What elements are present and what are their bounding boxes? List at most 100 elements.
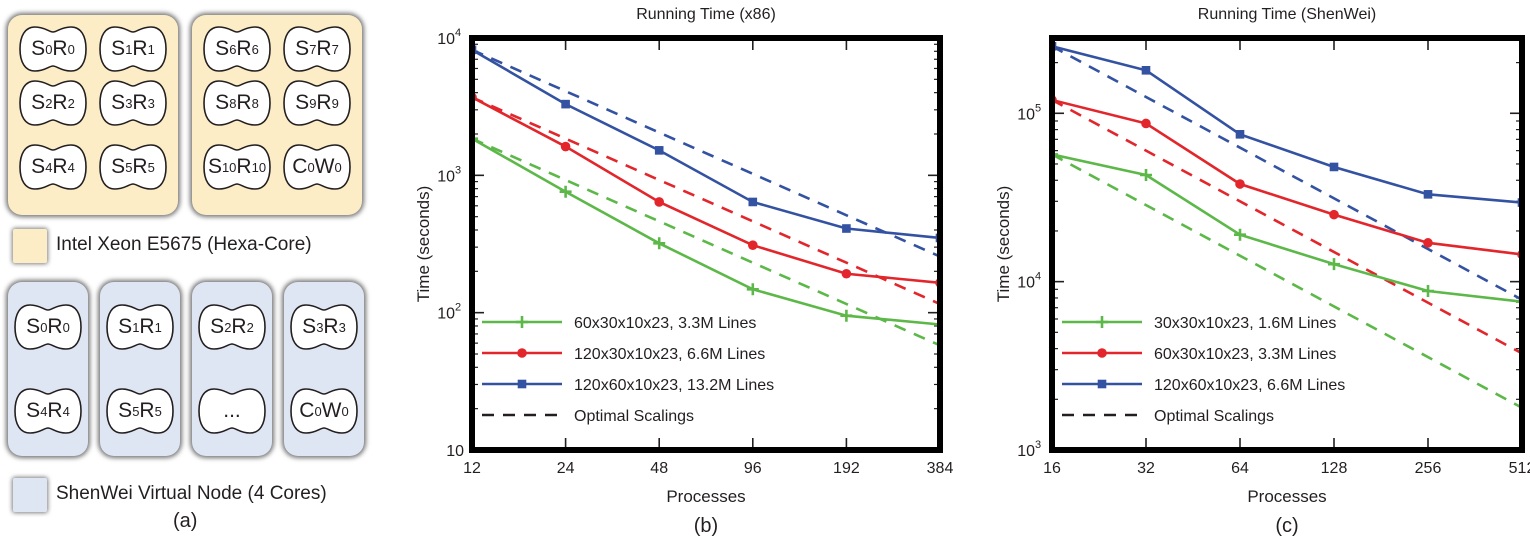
process-label-part: 3 <box>147 95 155 111</box>
process-label-part: 5 <box>154 403 162 419</box>
y-tick-base: 10 <box>437 306 455 323</box>
optimal-scaling-line <box>472 137 940 347</box>
legend-label-optimal: Optimal Scalings <box>574 408 694 425</box>
process-label-part: R <box>231 315 247 338</box>
process-label-part: R <box>316 91 332 114</box>
y-tick-label: 10 3 <box>1017 439 1041 460</box>
data-point <box>1329 162 1339 172</box>
process-label-part: S <box>295 37 310 60</box>
legend-marker <box>517 379 527 389</box>
chart-title: Running Time (ShenWei) <box>1198 6 1376 23</box>
y-tick-exponent: 3 <box>455 164 461 176</box>
y-tick-exponent: 3 <box>1035 439 1041 451</box>
process-label-part: S <box>111 37 126 60</box>
process-label-part: R <box>132 91 148 114</box>
process-label-part: S <box>215 37 230 60</box>
process-label-part: 8 <box>251 95 259 111</box>
y-tick-base: 10 <box>446 443 464 460</box>
y-tick-base: 10 <box>1017 106 1035 123</box>
process-label-part: R <box>52 37 68 60</box>
process-label-part: S <box>302 315 317 338</box>
data-point <box>842 224 851 233</box>
legend-label: 60x30x10x23, 3.3M Lines <box>574 315 756 332</box>
data-point <box>934 318 940 331</box>
x-tick-label: 384 <box>927 460 954 477</box>
optimal-scaling-line <box>472 96 940 306</box>
process-label-part: R <box>47 399 63 422</box>
process-label-part: 6 <box>229 41 237 57</box>
process-label-part: 3 <box>316 319 324 335</box>
process-label-part: S <box>31 155 46 178</box>
series-line <box>472 48 940 240</box>
process-label-part: 4 <box>40 403 48 419</box>
data-point <box>1234 228 1246 241</box>
legend-label: 30x30x10x23, 1.6M Lines <box>1154 315 1336 332</box>
x-axis-label: Processes <box>666 487 745 506</box>
process-label-part: 0 <box>314 403 322 419</box>
optimal-scaling-line <box>472 48 940 258</box>
process-label-part: 0 <box>341 403 349 419</box>
hardware-diagram: Intel Xeon E5675 (Hexa-Core) ShenWei Vir… <box>0 0 380 544</box>
process-label-part: 0 <box>40 319 48 335</box>
process-label-part: S <box>111 91 126 114</box>
process-label-part: 1 <box>147 41 155 57</box>
y-tick-base: 10 <box>437 31 455 48</box>
process-label-part: 0 <box>307 159 315 175</box>
process-label-part: R <box>139 399 155 422</box>
process-label-part: S <box>111 155 126 178</box>
data-point <box>748 197 758 207</box>
x-tick-label: 192 <box>833 460 860 477</box>
data-point <box>748 240 758 250</box>
legend-marker <box>1097 348 1107 358</box>
x-tick-label: 256 <box>1415 460 1442 477</box>
process-label-part: S <box>118 315 133 338</box>
y-tick-exponent: 4 <box>1035 271 1041 283</box>
data-point <box>654 197 664 207</box>
data-point <box>1235 130 1245 139</box>
process-label-part: 5 <box>132 403 140 419</box>
series-line <box>472 96 940 285</box>
legend-label: 120x60x10x23, 13.2M Lines <box>574 377 774 394</box>
process-label-part: S <box>215 91 230 114</box>
chart-legend: 60x30x10x23, 3.3M Lines 120x30x10x23, 6.6… <box>482 315 774 425</box>
process-label-part: R <box>52 91 68 114</box>
x-tick-label: 32 <box>1137 460 1155 477</box>
x-tick-label: 512 <box>1509 460 1530 477</box>
y-tick-label: 10 4 <box>1017 271 1041 292</box>
legend-label-optimal: Optimal Scalings <box>1154 408 1274 425</box>
process-label-part: 0 <box>334 159 342 175</box>
chart-caption: (c) <box>1275 515 1298 537</box>
process-label-part: R <box>323 315 339 338</box>
process-label-part: 9 <box>331 95 339 111</box>
chart-legend: 30x30x10x23, 1.6M Lines 60x30x10x23, 3.3M… <box>1062 315 1345 425</box>
legend-marker <box>517 348 527 358</box>
y-tick-exponent: 5 <box>1035 102 1041 114</box>
y-tick-label: 10 4 <box>437 27 461 48</box>
y-tick-base: 10 <box>1017 443 1035 460</box>
y-tick-label: 10 2 <box>437 302 461 323</box>
process-label-part: C <box>292 155 308 178</box>
process-label-part: 10 <box>221 159 237 175</box>
shenwei-legend-label: ShenWei Virtual Node (4 Cores) <box>56 483 327 504</box>
process-label-part: S <box>207 155 222 178</box>
y-tick-exponent: 2 <box>455 302 461 314</box>
intel-legend-label: Intel Xeon E5675 (Hexa-Core) <box>56 234 312 255</box>
data-point <box>746 283 759 296</box>
process-label-part: W <box>321 399 342 422</box>
x-tick-label: 48 <box>650 460 668 477</box>
process-label-part: R <box>132 155 148 178</box>
data-point <box>1141 66 1151 75</box>
x-tick-label: 24 <box>557 460 575 477</box>
